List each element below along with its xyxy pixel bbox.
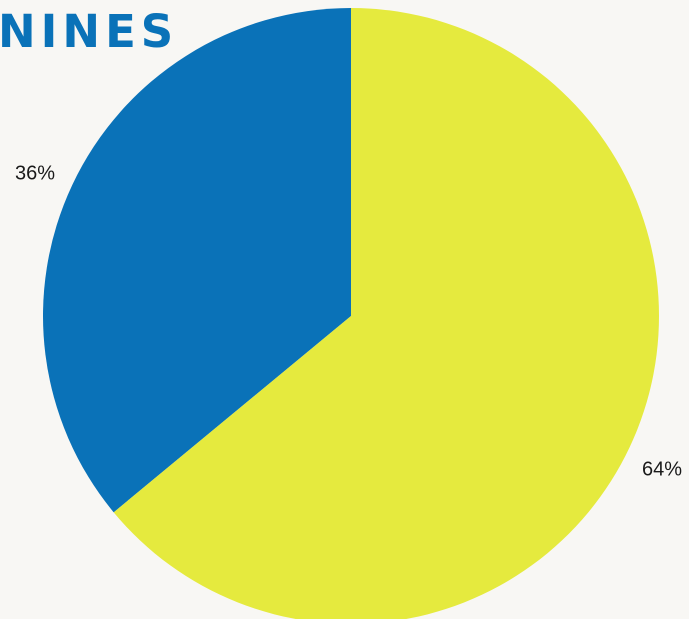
- pie-slice-36: [42, 8, 351, 513]
- pie-slice-64: [113, 8, 659, 619]
- slice-label-36: 36%: [15, 162, 55, 184]
- slice-label-64: 64%: [642, 458, 682, 480]
- chart-title: NINES: [0, 5, 179, 58]
